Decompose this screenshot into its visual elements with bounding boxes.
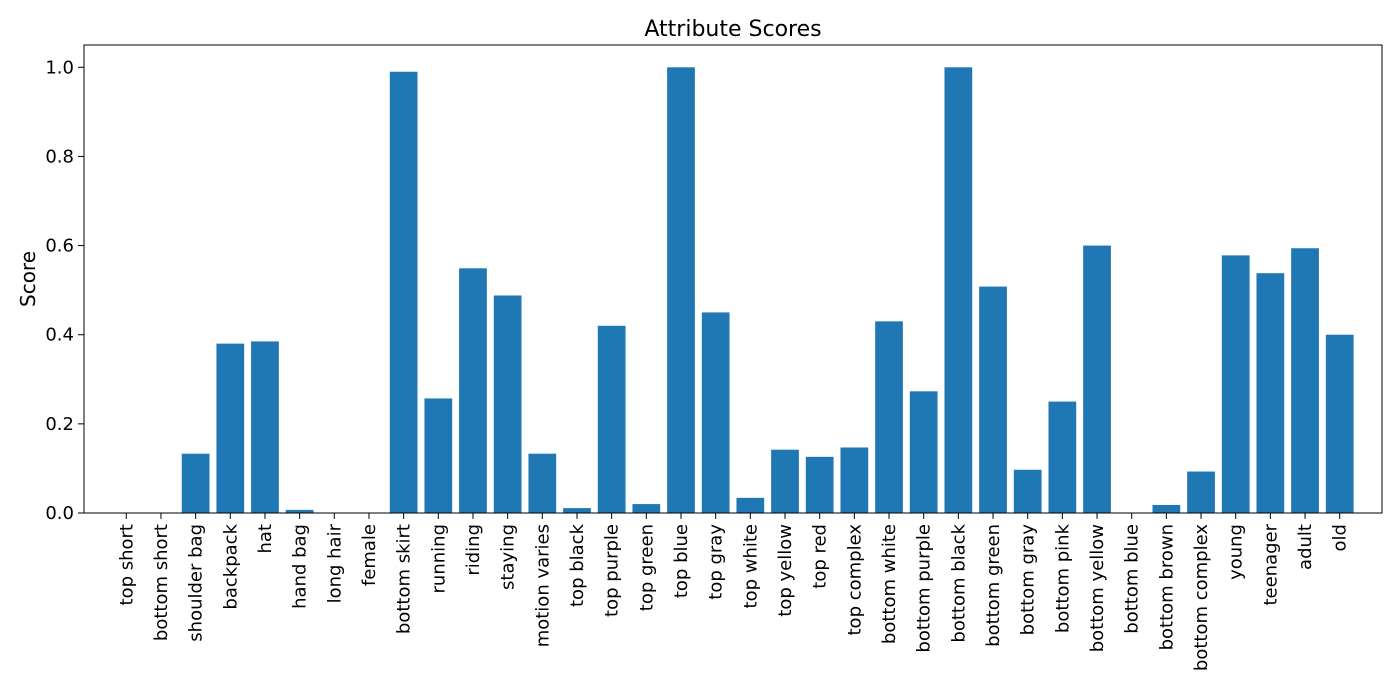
- x-tick-label: motion varies: [532, 524, 553, 647]
- x-tick-label: bottom blue: [1122, 524, 1143, 634]
- x-tick-label: adult: [1295, 524, 1316, 570]
- bar-top-complex: [840, 447, 869, 513]
- x-tick-label: bottom yellow: [1087, 524, 1108, 652]
- x-tick-label: bottom white: [879, 524, 900, 644]
- bar-bottom-complex: [1187, 471, 1215, 513]
- bar-top-red: [805, 456, 834, 513]
- y-tick-label: 0.4: [45, 325, 74, 346]
- y-axis-label: Score: [16, 251, 40, 307]
- x-tick-label: top short: [116, 524, 137, 605]
- bar-top-white: [736, 497, 765, 513]
- x-tick-label: staying: [498, 524, 519, 590]
- x-tick-label: teenager: [1260, 523, 1281, 605]
- bar-hand-bag: [285, 509, 314, 513]
- bar-young: [1221, 255, 1250, 513]
- x-tick-label: running: [428, 524, 449, 593]
- x-tick-label: top black: [567, 523, 588, 607]
- bar-adult: [1291, 248, 1319, 513]
- bar-staying: [493, 295, 522, 513]
- bar-riding: [459, 268, 487, 513]
- x-tick-label: bottom pink: [1052, 523, 1073, 633]
- x-tick-label: top purple: [602, 524, 623, 617]
- x-tick-label: bottom short: [151, 524, 172, 641]
- y-tick-label: 0.6: [45, 236, 74, 257]
- bar-bottom-purple: [909, 391, 938, 513]
- x-tick-label: hat: [255, 524, 276, 554]
- x-tick-label: riding: [463, 524, 484, 576]
- x-tick-label: long hair: [324, 523, 345, 603]
- x-tick-label: old: [1330, 524, 1351, 551]
- x-tick-label: backpack: [220, 523, 241, 609]
- bars-group: [181, 67, 1354, 514]
- bar-bottom-brown: [1152, 504, 1181, 513]
- bar-teenager: [1256, 273, 1285, 513]
- x-tick-label: bottom complex: [1191, 524, 1212, 671]
- x-tick-label: young: [1226, 524, 1247, 580]
- x-tick-label: bottom brown: [1156, 524, 1177, 650]
- y-tick-label: 0.0: [45, 503, 74, 524]
- x-tick-label: bottom purple: [914, 524, 935, 653]
- x-tick-label: bottom skirt: [394, 524, 415, 634]
- bar-bottom-skirt: [389, 71, 418, 513]
- y-tick-label: 0.2: [45, 414, 74, 435]
- bar-top-yellow: [771, 449, 799, 513]
- x-tick-label: top red: [810, 524, 831, 589]
- y-tick-label: 0.8: [45, 146, 74, 167]
- x-tick-label: top blue: [671, 524, 692, 598]
- y-axis-ticks: 0.0 0.2 0.4 0.6 0.8 1.0: [45, 57, 84, 524]
- bar-hat: [251, 341, 279, 513]
- bar-bottom-pink: [1048, 401, 1077, 513]
- x-tick-label: female: [359, 524, 380, 586]
- x-tick-label: top gray: [706, 524, 727, 600]
- bar-bottom-black: [944, 67, 973, 514]
- bar-old: [1325, 334, 1354, 513]
- bar-top-gray: [701, 312, 730, 513]
- x-tick-label: bottom gray: [1018, 524, 1039, 636]
- bar-top-purple: [597, 325, 626, 513]
- x-tick-label: top green: [636, 524, 657, 611]
- bar-motion-varies: [528, 453, 557, 513]
- x-tick-label: shoulder bag: [186, 524, 207, 642]
- plot-frame: [83, 44, 1383, 514]
- bar-shoulder-bag: [181, 453, 210, 513]
- bar-bottom-green: [979, 286, 1007, 513]
- x-axis-ticks: top short bottom short shoulder bag backpac…: [116, 513, 1351, 671]
- bar-top-blue: [667, 67, 695, 514]
- x-tick-label: bottom green: [983, 524, 1004, 647]
- bar-bottom-white: [875, 321, 903, 513]
- bar-bottom-gray: [1013, 469, 1042, 513]
- bar-backpack: [216, 343, 245, 513]
- x-tick-label: top complex: [844, 524, 865, 636]
- x-tick-label: top white: [740, 524, 761, 608]
- x-tick-label: hand bag: [290, 524, 311, 609]
- chart-title: Attribute Scores: [644, 17, 821, 42]
- bar-running: [424, 398, 453, 513]
- bar-top-black: [563, 508, 591, 513]
- bar-bottom-yellow: [1083, 245, 1111, 514]
- y-tick-label: 1.0: [45, 57, 74, 78]
- bar-top-green: [632, 504, 661, 513]
- x-tick-label: bottom black: [948, 523, 969, 642]
- x-tick-label: top yellow: [775, 524, 796, 617]
